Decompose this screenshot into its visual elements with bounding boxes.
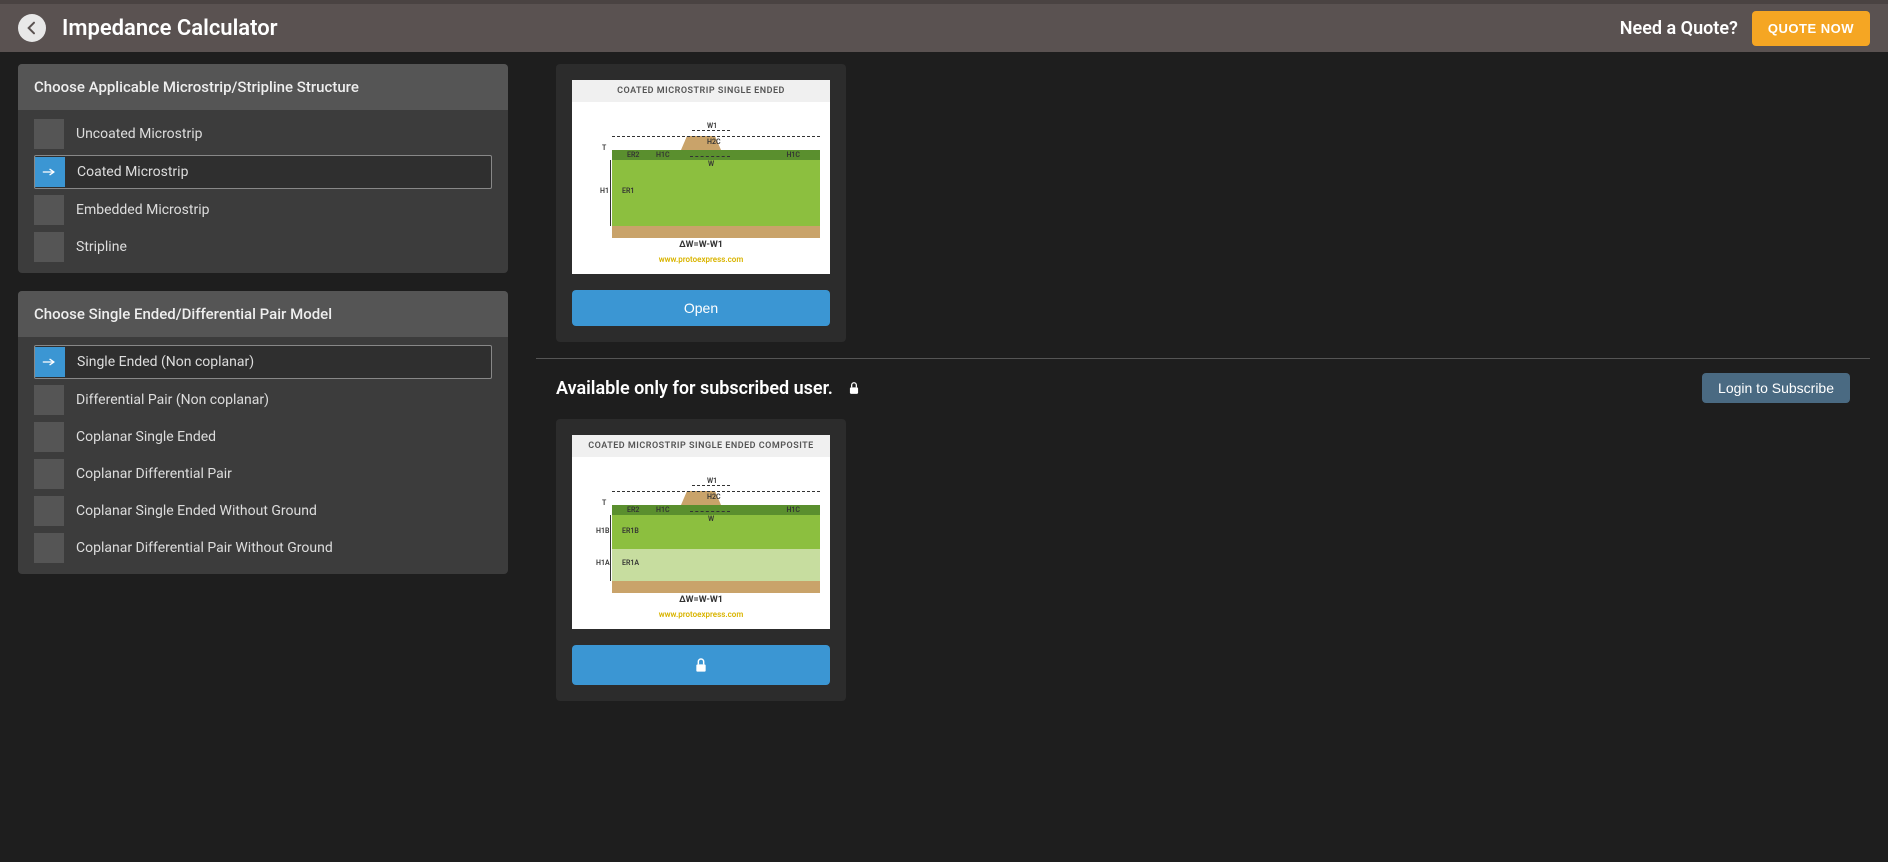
dim-t: T: [602, 144, 606, 152]
dim-h1a: H1A: [596, 559, 610, 567]
back-button[interactable]: [18, 14, 46, 42]
list-item[interactable]: Embedded Microstrip: [34, 194, 492, 226]
dim-er2: ER2: [627, 506, 639, 514]
dim-er1a: ER1A: [622, 559, 639, 567]
diagram-formula: ΔW=W-W1: [572, 595, 830, 605]
coat-line: [612, 136, 820, 137]
dim-h1b: H1B: [596, 527, 609, 535]
diagram-url: www.protoexpress.com: [572, 610, 830, 619]
dim-h1c: H1C: [656, 506, 670, 514]
locked-button[interactable]: [572, 645, 830, 685]
login-subscribe-button[interactable]: Login to Subscribe: [1702, 373, 1850, 403]
list-item-label: Stripline: [76, 239, 127, 255]
list-item[interactable]: Stripline: [34, 231, 492, 263]
layer-er1: [612, 160, 820, 226]
dim-er1: ER1: [622, 187, 634, 195]
diagram-coated-composite: COATED MICROSTRIP SINGLE ENDED COMPOSITE…: [572, 435, 830, 629]
quote-label: Need a Quote?: [1620, 18, 1738, 39]
list-item[interactable]: Coplanar Differential Pair: [34, 458, 492, 490]
dim-er1b: ER1B: [622, 527, 639, 535]
selection-marker: [34, 385, 64, 415]
main-content: COATED MICROSTRIP SINGLE ENDED W1 H2C T …: [536, 64, 1870, 701]
dim-w1: W1: [707, 477, 717, 485]
divider: [536, 358, 1870, 359]
list-item-label: Coplanar Single Ended Without Ground: [76, 503, 317, 519]
selection-marker: [34, 195, 64, 225]
list-item-label: Coplanar Differential Pair: [76, 466, 232, 482]
list-item[interactable]: Coplanar Single Ended: [34, 421, 492, 453]
list-item[interactable]: Uncoated Microstrip: [34, 118, 492, 150]
structure-panel-header: Choose Applicable Microstrip/Stripline S…: [18, 64, 508, 110]
open-button[interactable]: Open: [572, 290, 830, 326]
subscribe-text: Available only for subscribed user.: [556, 378, 833, 399]
quote-now-button[interactable]: QUOTE NOW: [1752, 11, 1870, 46]
list-item[interactable]: Coplanar Single Ended Without Ground: [34, 495, 492, 527]
selection-marker: [34, 459, 64, 489]
selection-marker: [34, 119, 64, 149]
selection-marker: [34, 232, 64, 262]
list-item[interactable]: Coated Microstrip: [34, 155, 492, 189]
lock-icon: [693, 655, 709, 675]
list-item-label: Uncoated Microstrip: [76, 126, 202, 142]
back-arrow-icon: [24, 20, 40, 36]
dim-w1: W1: [707, 122, 717, 130]
layer-ground: [612, 226, 820, 238]
list-item[interactable]: Differential Pair (Non coplanar): [34, 384, 492, 416]
selection-marker: [34, 422, 64, 452]
layer-ground: [612, 581, 820, 593]
diagram-card-open: COATED MICROSTRIP SINGLE ENDED W1 H2C T …: [556, 64, 846, 342]
list-item-label: Coated Microstrip: [77, 164, 188, 180]
structure-panel: Choose Applicable Microstrip/Stripline S…: [18, 64, 508, 273]
topbar: Impedance Calculator Need a Quote? QUOTE…: [0, 0, 1888, 52]
diagram-title: COATED MICROSTRIP SINGLE ENDED COMPOSITE: [572, 435, 830, 457]
dim-er2: ER2: [627, 151, 639, 159]
model-panel: Choose Single Ended/Differential Pair Mo…: [18, 291, 508, 574]
dim-h1c2: H1C: [786, 506, 800, 514]
dim-h2c: H2C: [707, 138, 721, 146]
dim-w: W: [708, 160, 714, 168]
diagram-card-locked: COATED MICROSTRIP SINGLE ENDED COMPOSITE…: [556, 419, 846, 701]
list-item-label: Differential Pair (Non coplanar): [76, 392, 269, 408]
dim-h1c: H1C: [656, 151, 670, 159]
layer-er1a: [612, 549, 820, 581]
list-item-label: Coplanar Single Ended: [76, 429, 216, 445]
page-title: Impedance Calculator: [62, 16, 278, 41]
selection-marker: [34, 496, 64, 526]
diagram-formula: ΔW=W-W1: [572, 240, 830, 250]
dim-t: T: [602, 499, 606, 507]
dim-h1: H1: [600, 187, 609, 195]
selection-marker: [35, 157, 65, 187]
dim-h2c: H2C: [707, 493, 721, 501]
diagram-title: COATED MICROSTRIP SINGLE ENDED: [572, 80, 830, 102]
subscribe-row: Available only for subscribed user. Logi…: [536, 373, 1870, 403]
diagram-url: www.protoexpress.com: [572, 255, 830, 264]
list-item[interactable]: Coplanar Differential Pair Without Groun…: [34, 532, 492, 564]
lock-icon: [847, 380, 861, 396]
dim-h1c2: H1C: [786, 151, 800, 159]
dim-w: W: [708, 515, 714, 523]
layer-er1b: [612, 515, 820, 549]
selection-marker: [35, 347, 65, 377]
list-item-label: Coplanar Differential Pair Without Groun…: [76, 540, 333, 556]
list-item-label: Single Ended (Non coplanar): [77, 354, 254, 370]
list-item[interactable]: Single Ended (Non coplanar): [34, 345, 492, 379]
sidebar: Choose Applicable Microstrip/Stripline S…: [18, 64, 508, 701]
selection-marker: [34, 533, 64, 563]
list-item-label: Embedded Microstrip: [76, 202, 209, 218]
model-panel-header: Choose Single Ended/Differential Pair Mo…: [18, 291, 508, 337]
diagram-coated-single: COATED MICROSTRIP SINGLE ENDED W1 H2C T …: [572, 80, 830, 274]
